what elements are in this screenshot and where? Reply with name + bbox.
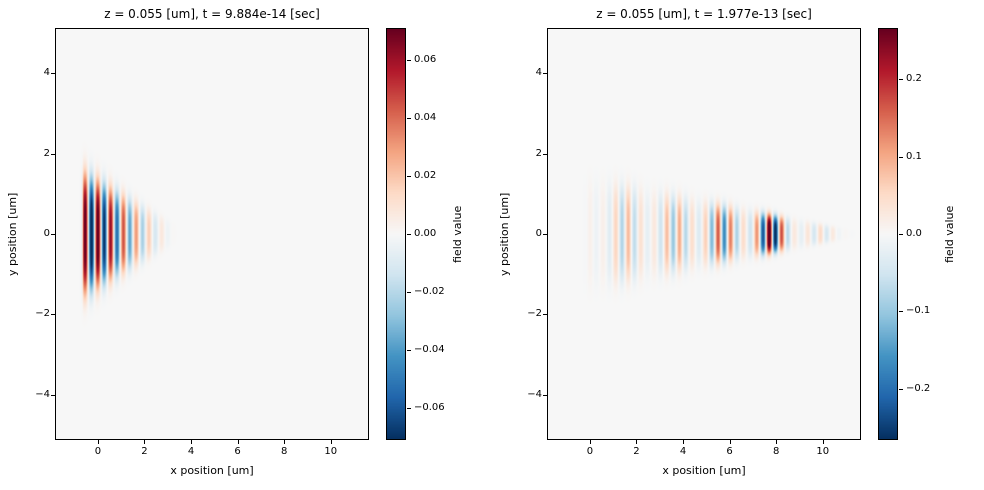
y-tick-mark [543, 314, 547, 316]
colorbar-tick-label: −0.06 [414, 402, 445, 414]
right-colorbar [878, 28, 898, 440]
colorbar-tick-mark [899, 79, 903, 81]
y-tick-label: 2 [43, 147, 50, 159]
left-field-panel: z = 0.055 [um], t = 9.884e-14 [sec] y po… [6, 7, 464, 477]
y-tick-mark [543, 234, 547, 235]
colorbar-tick-label: −0.02 [414, 286, 445, 298]
y-tick-mark [51, 153, 55, 155]
left-plot-title: z = 0.055 [um], t = 9.884e-14 [sec] [104, 7, 320, 21]
colorbar-tick-mark [407, 234, 411, 235]
left-field-heatmap [56, 29, 368, 439]
colorbar-tick-mark [407, 408, 411, 410]
right-colorbar-gradient [879, 29, 897, 439]
colorbar-tick-label: −0.04 [414, 344, 445, 356]
right-plot-title: z = 0.055 [um], t = 1.977e-13 [sec] [596, 7, 812, 21]
x-tick-label: 6 [726, 446, 733, 457]
y-tick-mark [51, 73, 55, 75]
x-tick-mark [636, 440, 638, 444]
colorbar-tick-label: 0.00 [414, 228, 437, 239]
x-tick-label: 2 [633, 446, 640, 457]
y-tick-mark [51, 394, 55, 396]
x-tick-label: 6 [234, 446, 241, 457]
right-field-panel: z = 0.055 [um], t = 1.977e-13 [sec] y po… [492, 0, 984, 490]
colorbar-tick-label: 0.2 [906, 73, 922, 85]
x-tick-mark [822, 440, 824, 444]
colorbar-tick-label: 0.04 [414, 111, 437, 123]
x-tick-label: 10 [324, 446, 338, 457]
colorbar-tick-mark [407, 175, 411, 177]
colorbar-tick-mark [899, 311, 903, 313]
y-tick-label: −4 [35, 388, 50, 400]
y-tick-mark [543, 394, 547, 396]
y-tick-mark [543, 73, 547, 75]
colorbar-tick-mark [899, 156, 903, 158]
colorbar-tick-label: −0.1 [906, 305, 931, 317]
y-tick-label: 0 [43, 228, 50, 239]
x-tick-label: 8 [772, 446, 780, 457]
x-tick-mark [237, 440, 239, 444]
y-tick-label: 4 [535, 67, 542, 79]
x-tick-mark [589, 440, 591, 444]
x-tick-mark [144, 440, 146, 444]
colorbar-tick-mark [407, 350, 411, 352]
y-tick-label: 0 [535, 228, 542, 239]
x-tick-label: 2 [141, 446, 148, 457]
x-tick-label: 0 [94, 446, 102, 457]
x-tick-mark [284, 440, 286, 444]
x-tick-mark [683, 440, 685, 444]
right-heatmap-axes [547, 28, 861, 440]
y-tick-mark [51, 234, 55, 235]
x-tick-mark [191, 440, 193, 444]
colorbar-tick-mark [407, 59, 411, 61]
colorbar-tick-label: 0.1 [906, 150, 922, 162]
colorbar-tick-mark [407, 117, 411, 119]
colorbar-tick-label: 0.0 [906, 228, 922, 239]
left-colorbar [386, 28, 406, 440]
x-tick-mark [729, 440, 731, 444]
x-tick-mark [330, 440, 332, 444]
x-tick-label: 4 [187, 446, 195, 457]
y-tick-label: 4 [43, 67, 50, 79]
colorbar-tick-mark [899, 234, 903, 235]
left-x-axis-label: x position [um] [170, 464, 254, 477]
x-tick-label: 10 [816, 446, 830, 457]
y-tick-label: −2 [35, 308, 50, 320]
y-tick-mark [543, 153, 547, 155]
left-colorbar-gradient [387, 29, 405, 439]
right-field-heatmap [548, 29, 860, 439]
y-tick-label: −4 [527, 388, 542, 400]
x-tick-label: 8 [280, 446, 288, 457]
y-tick-label: −2 [527, 308, 542, 320]
colorbar-tick-mark [407, 292, 411, 294]
y-tick-mark [51, 314, 55, 316]
x-tick-label: 0 [586, 446, 594, 457]
colorbar-tick-label: 0.02 [414, 169, 437, 181]
colorbar-tick-label: 0.06 [414, 53, 437, 65]
colorbar-tick-mark [899, 388, 903, 390]
right-x-axis-label: x position [um] [662, 464, 746, 477]
x-tick-mark [97, 440, 99, 444]
x-tick-mark [776, 440, 778, 444]
left-heatmap-axes [55, 28, 369, 440]
x-tick-label: 4 [679, 446, 687, 457]
colorbar-tick-label: −0.2 [906, 382, 931, 394]
y-tick-label: 2 [535, 147, 542, 159]
